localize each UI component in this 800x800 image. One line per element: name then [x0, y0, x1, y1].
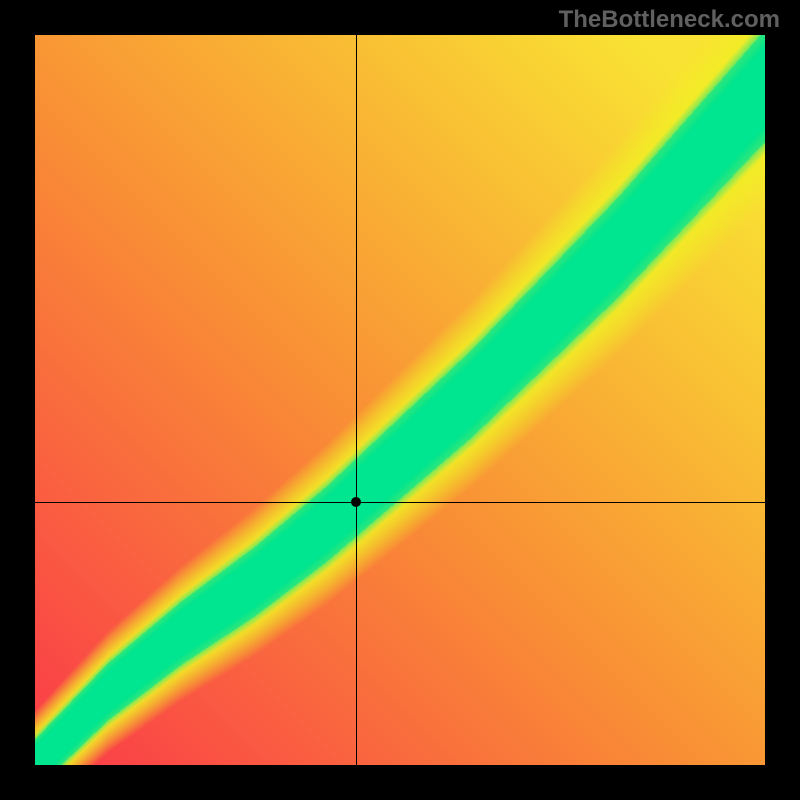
marker-dot: [351, 497, 361, 507]
heatmap-plot: [35, 35, 765, 765]
crosshair-vertical: [356, 35, 357, 765]
crosshair-horizontal: [35, 502, 765, 503]
heatmap-canvas: [35, 35, 765, 765]
watermark-text: TheBottleneck.com: [559, 6, 780, 34]
